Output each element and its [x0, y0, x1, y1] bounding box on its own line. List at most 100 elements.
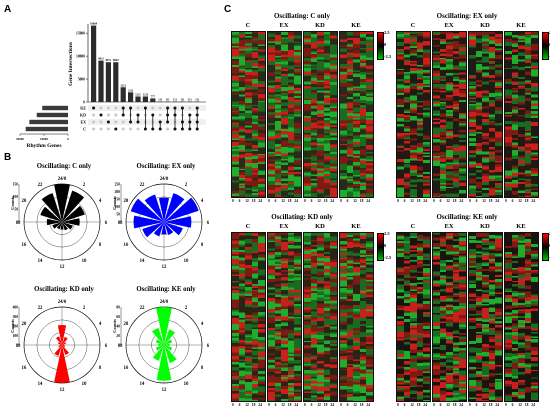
heatmap-block [396, 31, 431, 198]
heatmap-column [366, 233, 373, 401]
upset-matrix-dot [106, 120, 110, 124]
heatmap-time-tick: 12 [281, 199, 285, 203]
rose-plot-clock-label: 24/0 [58, 300, 67, 305]
rose-plot-wedge [164, 339, 173, 345]
upset-bar [150, 98, 156, 102]
heatmap-column [310, 32, 318, 197]
upset-matrix-dot [114, 127, 118, 131]
rose-plot-clock-label: 8 [201, 243, 204, 248]
heatmap-time-tick: 0 [340, 199, 342, 203]
rose-plot-clock-label: 8 [99, 243, 102, 248]
heatmap-time-tick: 18 [251, 403, 256, 407]
upset-set-size-tick-label: 20000 [16, 137, 24, 141]
upset-bar-label: 111 [158, 98, 162, 101]
rose-plot-radial-tick: 0 [16, 343, 18, 347]
upset-bar [157, 101, 163, 102]
heatmap-colorbar-min: -2.5 [384, 54, 392, 59]
heatmap-time-tick: 24 [258, 199, 262, 203]
rose-plot-radial-label: Counts [10, 196, 15, 210]
rose-plot-clock-label: 12 [60, 265, 65, 270]
rose-plot-clock-label: 24/0 [58, 177, 67, 182]
heatmap-column [531, 233, 538, 401]
rose-plot-wedge [130, 198, 164, 222]
heatmap-time-tick: 6 [346, 403, 349, 407]
heatmap-column [397, 32, 405, 197]
heatmap-time-tick: 12 [446, 403, 450, 407]
heatmap-column [446, 32, 454, 197]
heatmap-column [340, 233, 348, 401]
upset-bar [91, 25, 97, 103]
heatmap-block [504, 232, 539, 402]
rose-plot-wedge [155, 339, 164, 345]
rose-plot-wedge [40, 206, 62, 222]
rose-plot-wedge [164, 345, 173, 351]
heatmap-block [468, 31, 503, 198]
rose-plot-clock-label: 6 [207, 221, 210, 226]
rose-plot-clock-label: 2 [185, 306, 188, 311]
heatmap-block [432, 31, 467, 198]
rose-plot-radial-tick: 0 [16, 220, 18, 224]
rose-plot-wedge [144, 194, 164, 222]
rose-plot-clock-label: 12 [162, 265, 167, 270]
upset-bar [165, 101, 171, 102]
heatmap-colorbar-min: -2.5 [384, 255, 392, 260]
rose-plot-wedge [55, 336, 62, 345]
heatmap-column [403, 32, 411, 197]
heatmap-condition-label: KD [480, 223, 490, 230]
upset-bar-label: 111 [188, 98, 192, 101]
rose-plot: Oscillating: C only 24/0 2 4 6 8 10 12 14 16 18 20 2… [10, 163, 108, 270]
heatmap-time-tick: 12 [482, 403, 486, 407]
rose-plot-wedge [164, 197, 199, 222]
rose-plot-clock-label: 16 [123, 366, 128, 371]
rose-plot-wedge [62, 345, 66, 348]
heatmap-column [238, 32, 246, 197]
heatmap-block [303, 31, 338, 198]
rose-plot-wedge [158, 343, 164, 347]
rose-plot-wedge [62, 205, 85, 222]
upset-bar-label: 111 [166, 98, 170, 101]
heatmap-time-tick: 0 [469, 199, 471, 203]
upset-set-name: KE [80, 105, 86, 110]
rose-plot-clock-label: 20 [123, 322, 128, 327]
rose-plot-radial-tick: 80 [116, 305, 120, 309]
heatmap-block [339, 232, 374, 402]
rose-plot-wedge [142, 222, 164, 238]
upset-y-tick-label: 10000 [76, 54, 85, 58]
upset-set-name: C [83, 126, 86, 131]
upset-bar-label: 9021 [98, 58, 104, 61]
heatmap-column [274, 233, 282, 401]
upset-matrix-row-bg [88, 105, 206, 111]
heatmap-time-tick: 12 [353, 403, 357, 407]
heatmap-column [281, 32, 289, 197]
heatmap-time-tick: 0 [397, 403, 399, 407]
heatmap-time-tick: 12 [317, 403, 321, 407]
upset-bar-label: 8671 [106, 59, 112, 62]
rose-plot-clock-label: 14 [140, 259, 145, 264]
rose-plot-radial-tick: 200 [13, 324, 19, 328]
heatmap-time-tick: 6 [310, 403, 313, 407]
heatmap-time-tick: 6 [403, 199, 406, 203]
heatmap-time-tick: 0 [304, 403, 306, 407]
upset-set-name: KD [80, 112, 86, 117]
heatmap-time-tick: 18 [524, 199, 529, 203]
rose-plot-clock-label: 22 [38, 183, 43, 188]
upset-bar-label: 2111 [128, 89, 134, 92]
heatmap-column [294, 32, 301, 197]
heatmap: Oscillating: KD only C EX KD KE 0 6 12 18 24 0 6 12 1… [230, 213, 400, 407]
rose-plot-radial-tick: 100 [13, 334, 19, 338]
rose-plot-wedge [46, 218, 62, 226]
heatmap-column [511, 233, 519, 401]
rose-plot-title: Oscillating: EX only [137, 163, 197, 170]
heatmap-time-tick: 24 [294, 403, 298, 407]
heatmap-time-tick: 18 [251, 199, 256, 203]
rose-plot-radial-tick: 100 [115, 205, 121, 209]
rose-plot-wedge [59, 344, 62, 346]
upset-matrix-dot [92, 120, 96, 124]
heatmap-block [267, 31, 302, 198]
rose-plot-radial-tick: 0 [118, 220, 120, 224]
rose-plot-clock-label: 6 [105, 221, 108, 226]
rose-plot-wedge [58, 345, 62, 348]
rose-plot-clock-label: 24/0 [160, 300, 169, 305]
heatmap-column [340, 32, 348, 197]
heatmap-block [231, 232, 266, 402]
